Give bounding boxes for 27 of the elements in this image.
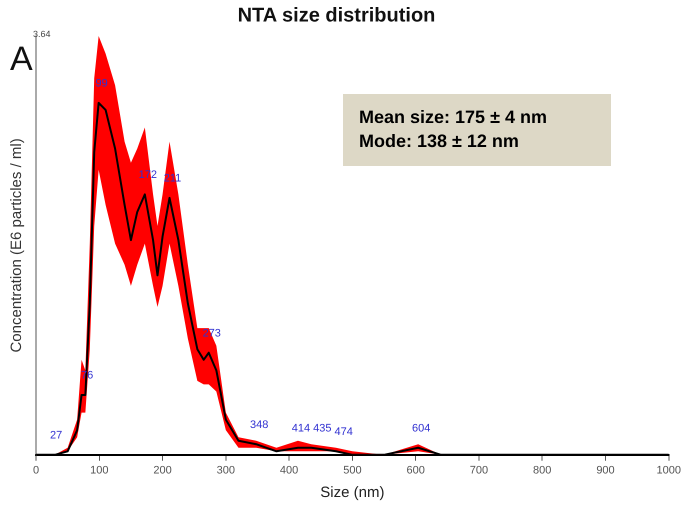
x-tick-label: 900 [596,464,615,476]
annotation: 474 [334,426,353,438]
x-tick-label: 300 [216,464,236,476]
annotation: 435 [313,422,332,434]
x-tick-label: 600 [406,464,425,476]
annotation: Mean size: 175 ± 4 nm [358,106,548,129]
x-tick-label: 400 [280,464,298,476]
note-box: Mean size: 175 ± 4 nm Mode: 138 ± 12 nm [343,94,611,166]
annotation: 76 [80,370,94,382]
x-axis-title: Size (nm) [320,484,384,502]
text: 3.64 [33,29,51,39]
x-tick-label: 200 [153,464,172,476]
text: A [10,40,33,79]
x-tick-label: 800 [533,464,552,476]
x-tick-label: 100 [90,464,108,476]
x-tick-label: 700 [470,464,488,476]
x-tick-label: 0 [32,464,40,476]
x-tick-label: 1000 [656,464,682,476]
annotation: 27 [50,429,62,442]
annotation: 414 [292,422,310,434]
annotation: Mode: 138 ± 12 nm [358,130,520,153]
annotation: 604 [412,422,430,434]
y-axis-title: Concentration (E6 particles / ml) [8,138,26,353]
x-tick-label: 500 [343,464,362,476]
annotation: 348 [250,418,268,431]
chart-title: NTA size distribution [238,4,436,27]
annotation: 99 [96,77,108,90]
